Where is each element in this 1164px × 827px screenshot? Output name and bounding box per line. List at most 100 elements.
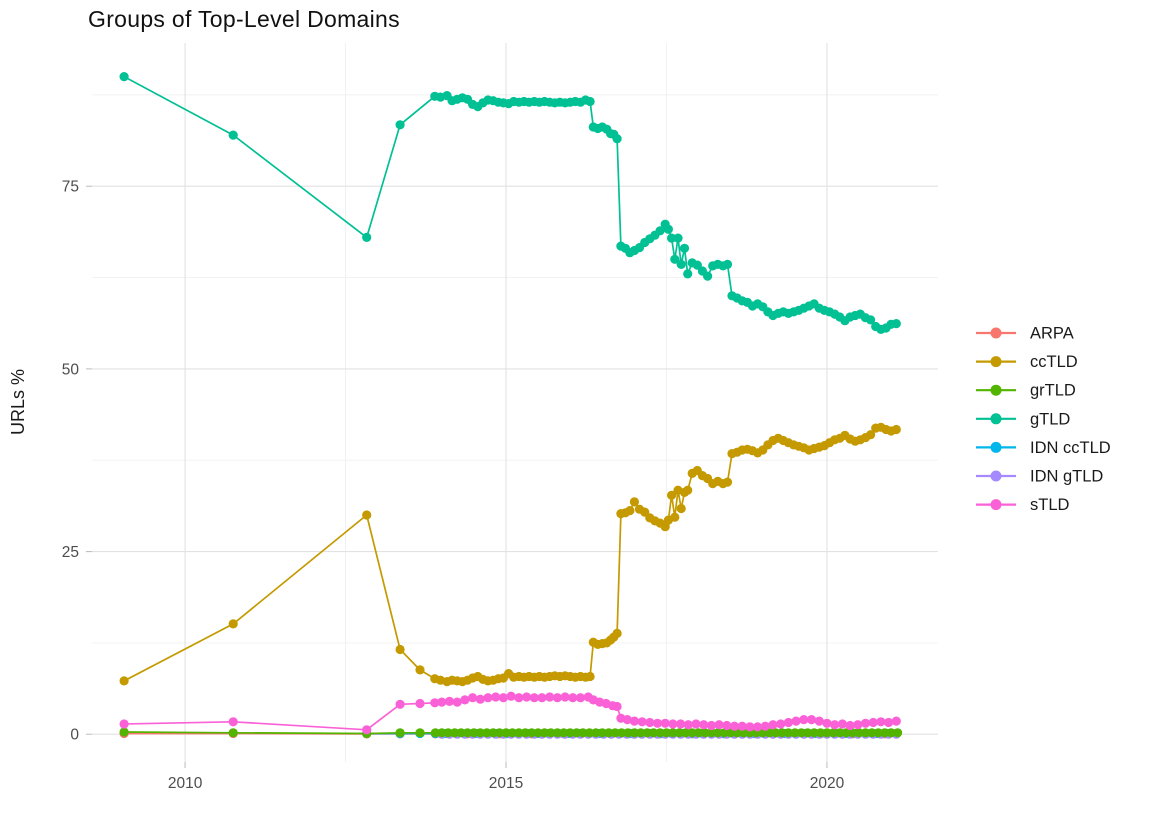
- data-point: [822, 718, 832, 728]
- data-point: [722, 477, 733, 487]
- data-point: [545, 692, 555, 702]
- data-point: [636, 728, 646, 738]
- data-point: [546, 728, 556, 738]
- data-point: [443, 728, 453, 738]
- legend-item-grtld: grTLD: [976, 382, 1076, 400]
- data-point: [891, 716, 901, 726]
- data-point: [456, 728, 466, 738]
- data-point: [830, 720, 840, 730]
- data-point: [533, 728, 543, 738]
- data-point: [783, 717, 794, 728]
- data-point: [629, 497, 640, 507]
- data-point: [552, 728, 563, 738]
- data-point: [674, 728, 684, 738]
- legend-label: IDN gTLD: [1030, 468, 1103, 486]
- legend-label: IDN ccTLD: [1030, 439, 1111, 457]
- data-point: [687, 728, 697, 738]
- data-point: [768, 720, 778, 730]
- data-point: [591, 728, 601, 738]
- data-point: [362, 232, 372, 242]
- data-point: [652, 718, 663, 728]
- x-tick-label: 2015: [489, 775, 523, 792]
- data-point: [575, 693, 586, 703]
- data-point: [663, 224, 674, 234]
- legend-key-point: [990, 470, 1002, 482]
- data-point: [483, 693, 493, 703]
- data-point: [809, 728, 819, 738]
- series-grtld: [119, 727, 903, 739]
- data-point: [584, 728, 595, 738]
- data-point: [837, 719, 848, 729]
- data-point: [622, 715, 632, 725]
- data-point: [415, 728, 425, 738]
- data-point: [886, 728, 896, 738]
- data-point: [884, 717, 894, 728]
- data-point: [822, 728, 832, 738]
- data-point: [430, 698, 440, 708]
- data-point: [395, 120, 405, 130]
- data-point: [415, 665, 425, 675]
- data-point: [891, 424, 901, 435]
- axis-ticks: [86, 185, 828, 768]
- data-point: [655, 728, 665, 738]
- data-point: [495, 728, 505, 738]
- legend-key-point: [990, 413, 1002, 425]
- data-point: [670, 512, 680, 522]
- data-point: [610, 728, 620, 738]
- data-point: [706, 728, 717, 738]
- data-point: [655, 226, 665, 236]
- data-point: [803, 728, 813, 738]
- data-point: [119, 719, 129, 729]
- data-point: [866, 430, 876, 440]
- data-point: [119, 72, 129, 82]
- data-point: [880, 728, 890, 738]
- data-point: [578, 728, 588, 738]
- data-point: [415, 698, 425, 709]
- data-point: [667, 490, 677, 500]
- data-point: [462, 728, 473, 738]
- data-point: [469, 728, 479, 738]
- x-tick-label: 2020: [810, 775, 845, 792]
- data-point: [506, 691, 516, 701]
- legend-key-point: [990, 499, 1002, 511]
- legend-key-point: [990, 384, 1002, 396]
- data-point: [452, 697, 462, 707]
- data-point: [228, 728, 238, 738]
- data-point: [617, 728, 627, 738]
- data-point: [848, 728, 858, 738]
- data-point: [498, 693, 508, 703]
- legend-item-arpa: ARPA: [976, 325, 1074, 343]
- data-point: [703, 271, 713, 281]
- data-point: [514, 728, 524, 738]
- data-point: [527, 728, 537, 738]
- data-point: [520, 728, 530, 738]
- data-point: [876, 717, 886, 727]
- axis-tick-labels: 2010 2015 2020 0 25 50 75: [62, 179, 845, 792]
- data-point: [673, 233, 683, 243]
- data-point: [828, 728, 839, 738]
- data-point: [488, 728, 498, 738]
- data-point: [676, 503, 686, 514]
- data-point: [791, 716, 801, 726]
- data-point: [796, 728, 806, 738]
- data-point: [683, 720, 693, 730]
- data-point: [753, 722, 763, 732]
- data-point: [776, 719, 786, 729]
- y-tick-label: 25: [62, 544, 79, 561]
- data-point: [691, 719, 701, 729]
- legend-key-point: [990, 356, 1002, 368]
- data-point: [475, 694, 485, 704]
- data-point: [637, 717, 647, 727]
- data-point: [612, 134, 622, 144]
- data-point: [560, 692, 570, 702]
- legend-label: sTLD: [1030, 496, 1070, 514]
- data-point: [437, 728, 447, 738]
- data-point: [694, 728, 704, 738]
- data-point: [565, 728, 575, 738]
- data-point: [676, 719, 686, 729]
- data-point: [868, 717, 878, 728]
- data-point: [783, 728, 794, 738]
- data-point: [661, 728, 672, 738]
- data-point: [529, 693, 539, 703]
- data-point: [514, 693, 524, 703]
